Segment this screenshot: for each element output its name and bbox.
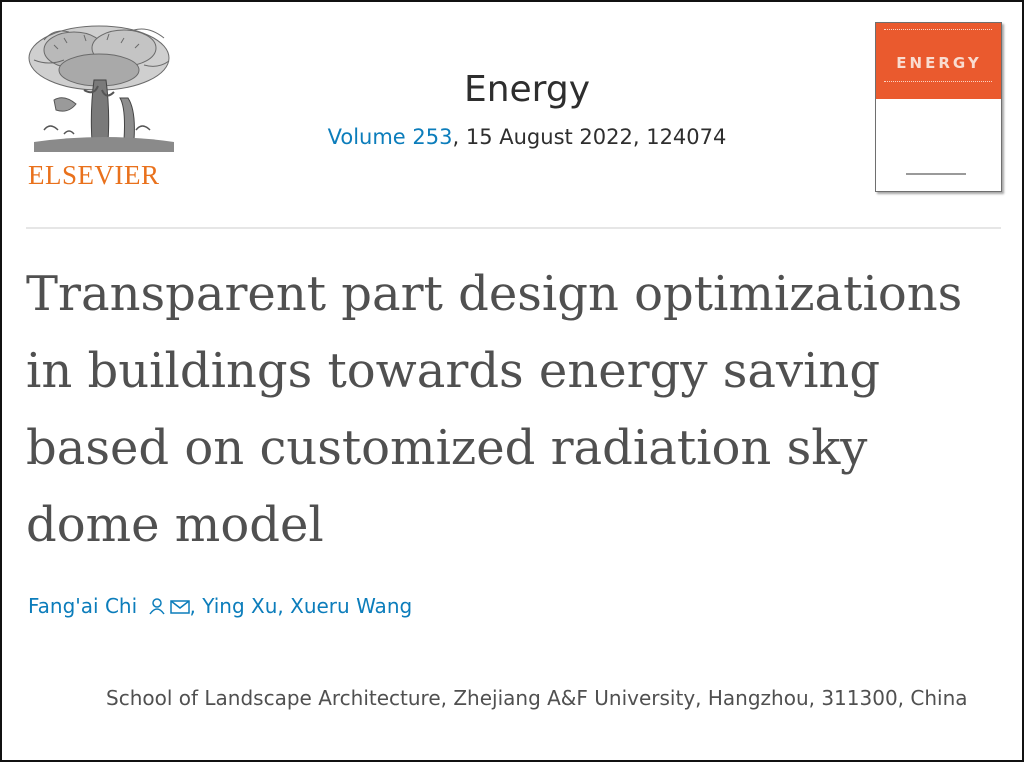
cover-decoration [884,29,992,32]
article-title: Transparent part design optimizations in… [26,266,963,553]
envelope-icon[interactable] [169,596,190,620]
journal-cover-image[interactable]: ENERGY [875,22,1002,192]
tree-logo-icon [28,25,174,152]
journal-title[interactable]: Energy [463,69,591,110]
journal-info: Energy Volume 253, 15 August 2022, 12407… [262,68,792,149]
cover-decoration [884,81,992,84]
journal-meta: Volume 253, 15 August 2022, 124074 [262,125,792,149]
publisher-logo[interactable]: ELSEVIER [24,20,184,195]
volume-link[interactable]: Volume 253 [327,125,453,149]
author-list: Fang'ai Chi , Ying Xu, Xueru Wang [28,594,412,620]
issue-info: , 15 August 2022, 124074 [452,125,727,149]
affiliation: School of Landscape Architecture, Zhejia… [106,686,968,710]
cover-footer-mark [906,173,966,175]
publisher-name: ELSEVIER [28,160,160,190]
person-icon[interactable] [148,596,166,620]
author-link[interactable]: Fang'ai Chi [28,594,138,618]
cover-journal-word: ENERGY [896,54,982,72]
coauthor-links[interactable]: , Ying Xu, Xueru Wang [189,594,413,618]
cover-banner: ENERGY [876,23,1001,99]
header-divider [26,227,1001,229]
